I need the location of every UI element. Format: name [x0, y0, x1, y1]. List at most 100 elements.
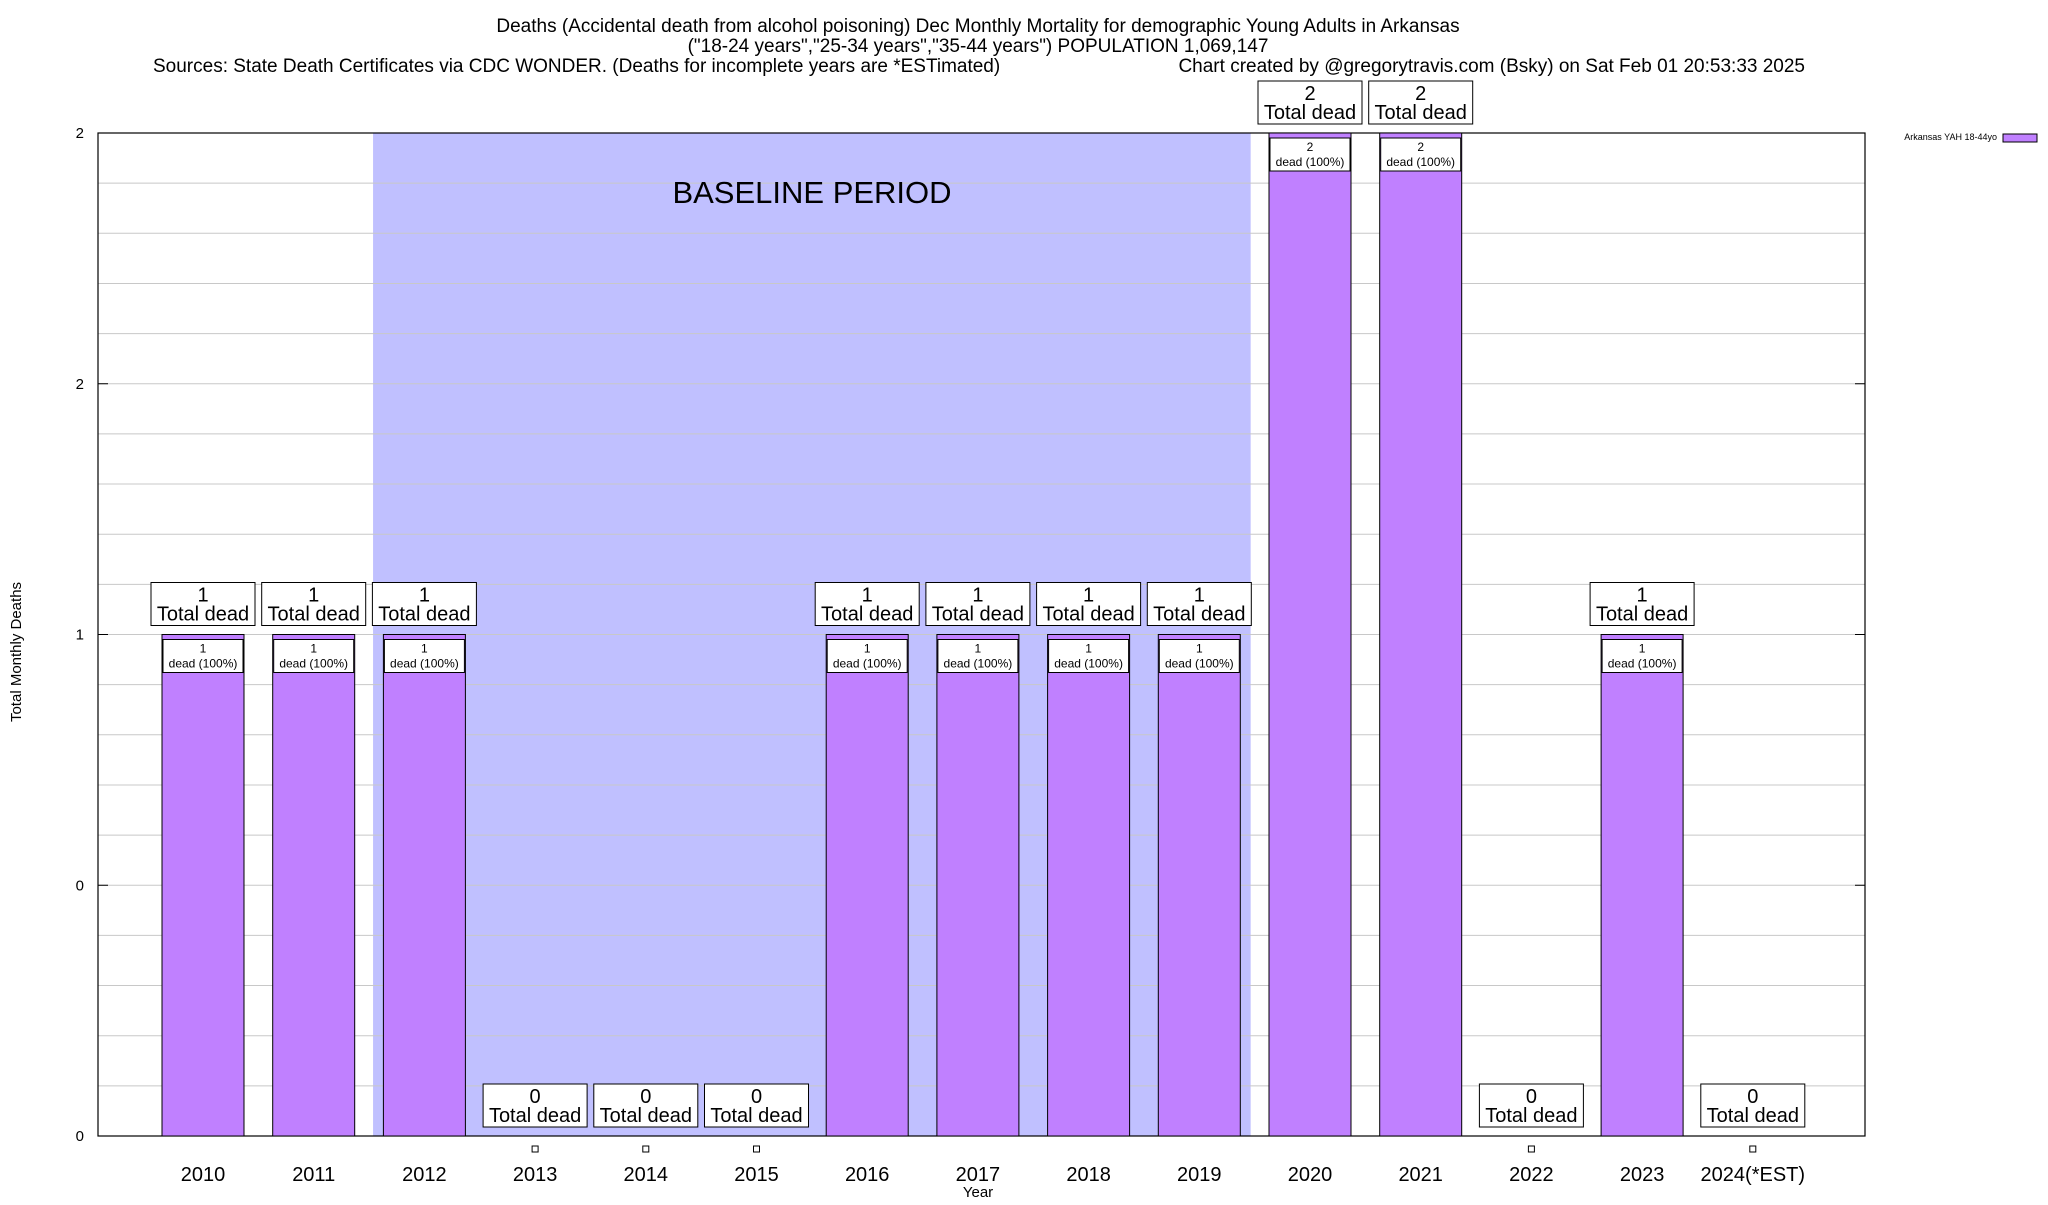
x-tick-label: 2024(*EST) [1701, 1164, 1806, 1186]
bar-label-text: dead (100%) [390, 657, 459, 671]
total-label-count: 1 [197, 585, 208, 607]
x-axis-label: Year [963, 1184, 993, 1200]
total-label-text: Total dead [378, 604, 470, 626]
x-tick-label: 2021 [1398, 1164, 1443, 1186]
total-label-text: Total dead [489, 1105, 581, 1127]
bar [272, 634, 356, 1137]
total-label-count: 2 [1304, 83, 1315, 105]
bar-label-text: dead (100%) [1608, 657, 1677, 671]
zero-bar-marker [642, 1145, 650, 1153]
bar-label-box [273, 639, 355, 673]
total-label-text: Total dead [1264, 102, 1356, 124]
zero-bar-marker [1527, 1145, 1535, 1153]
total-label-box [1036, 582, 1142, 626]
baseline-period-label: BASELINE PERIOD [672, 175, 951, 210]
total-label-box [1700, 1083, 1806, 1128]
y-tick-label: 0 [76, 877, 84, 894]
bar-label-box [937, 639, 1019, 673]
total-label-count: 0 [751, 1086, 762, 1108]
total-label-text: Total dead [1707, 1105, 1799, 1127]
x-tick-label: 2016 [845, 1164, 890, 1186]
bar [1047, 634, 1131, 1137]
total-label-text: Total dead [1596, 604, 1688, 626]
bar [161, 634, 245, 1137]
x-tick-label: 2020 [1288, 1164, 1333, 1186]
bar-label-box [1158, 639, 1240, 673]
bar-label-box [383, 639, 465, 673]
total-label-box [593, 1083, 699, 1128]
total-label-box [1368, 80, 1474, 125]
total-label-count: 0 [530, 1086, 541, 1108]
bar-label-text: dead (100%) [833, 657, 902, 671]
bar-label-text: dead (100%) [944, 657, 1013, 671]
chart-title: Deaths (Accidental death from alcohol po… [496, 16, 1459, 37]
x-tick-label: 2023 [1620, 1164, 1665, 1186]
total-label-count: 1 [308, 585, 319, 607]
total-label-count: 0 [1747, 1086, 1758, 1108]
legend-label: Arkansas YAH 18-44yo [1904, 132, 1997, 142]
total-label-box [1146, 582, 1252, 626]
bar-label-box [1601, 639, 1683, 673]
total-label-box [1478, 1083, 1584, 1128]
total-label-count: 0 [640, 1086, 651, 1108]
bar [1268, 132, 1352, 1137]
total-label-box [371, 582, 477, 626]
x-tick-label: 2014 [624, 1164, 669, 1186]
total-label-box [482, 1083, 588, 1128]
bar-label-count: 1 [975, 642, 982, 656]
bar-label-count: 1 [864, 642, 871, 656]
total-label-count: 1 [1194, 585, 1205, 607]
total-label-count: 1 [1637, 585, 1648, 607]
total-label-count: 1 [972, 585, 983, 607]
y-tick-label: 1 [76, 627, 84, 644]
total-label-box [1589, 582, 1695, 626]
total-label-text: Total dead [600, 1105, 692, 1127]
zero-bar-marker [753, 1145, 760, 1153]
chart-credit: Chart created by @gregorytravis.com (Bsk… [1178, 56, 1805, 77]
bar-label-text: dead (100%) [1386, 155, 1455, 169]
total-label-text: Total dead [157, 604, 249, 626]
total-label-box [814, 582, 920, 626]
bar-label-count: 1 [200, 642, 207, 656]
total-label-text: Total dead [821, 604, 913, 626]
x-tick-label: 2018 [1066, 1164, 1111, 1186]
bar [1600, 634, 1684, 1137]
total-label-box [261, 582, 367, 626]
bar-label-box [826, 639, 908, 673]
bar-label-count: 2 [1417, 140, 1424, 154]
total-label-box [1257, 80, 1363, 125]
bar-label-count: 1 [421, 642, 428, 656]
total-label-box [150, 582, 256, 626]
total-label-count: 1 [862, 585, 873, 607]
bar-label-count: 1 [1085, 642, 1092, 656]
x-tick-label: 2017 [956, 1164, 1001, 1186]
y-tick-label: 2 [76, 125, 84, 142]
bar [1379, 132, 1463, 1137]
total-label-text: Total dead [268, 604, 360, 626]
zero-bar-marker [1749, 1145, 1757, 1153]
x-tick-label: 2019 [1177, 1164, 1222, 1186]
y-tick-label: 2 [76, 376, 84, 393]
total-label-box [925, 582, 1031, 626]
bar-label-count: 1 [1196, 642, 1203, 656]
x-tick-label: 2015 [734, 1164, 779, 1186]
y-tick-label: 0 [76, 1128, 84, 1145]
bar [825, 634, 909, 1137]
bar-label-box [162, 639, 244, 673]
x-tick-label: 2011 [292, 1164, 335, 1186]
bar [936, 634, 1020, 1137]
x-tick-label: 2013 [513, 1164, 558, 1186]
bar-label-text: dead (100%) [279, 657, 348, 671]
total-label-count: 1 [1083, 585, 1094, 607]
total-label-text: Total dead [1042, 604, 1134, 626]
bar-label-box [1380, 137, 1462, 172]
x-tick-label: 2010 [181, 1164, 226, 1186]
legend-swatch [2002, 133, 2038, 143]
bar-label-text: dead (100%) [1165, 657, 1234, 671]
bar-label-count: 1 [1639, 642, 1646, 656]
bar-label-text: dead (100%) [169, 657, 238, 671]
total-label-box [704, 1083, 809, 1128]
zero-bar-marker [531, 1145, 539, 1153]
y-axis-label: Total Monthly Deaths [8, 582, 25, 722]
